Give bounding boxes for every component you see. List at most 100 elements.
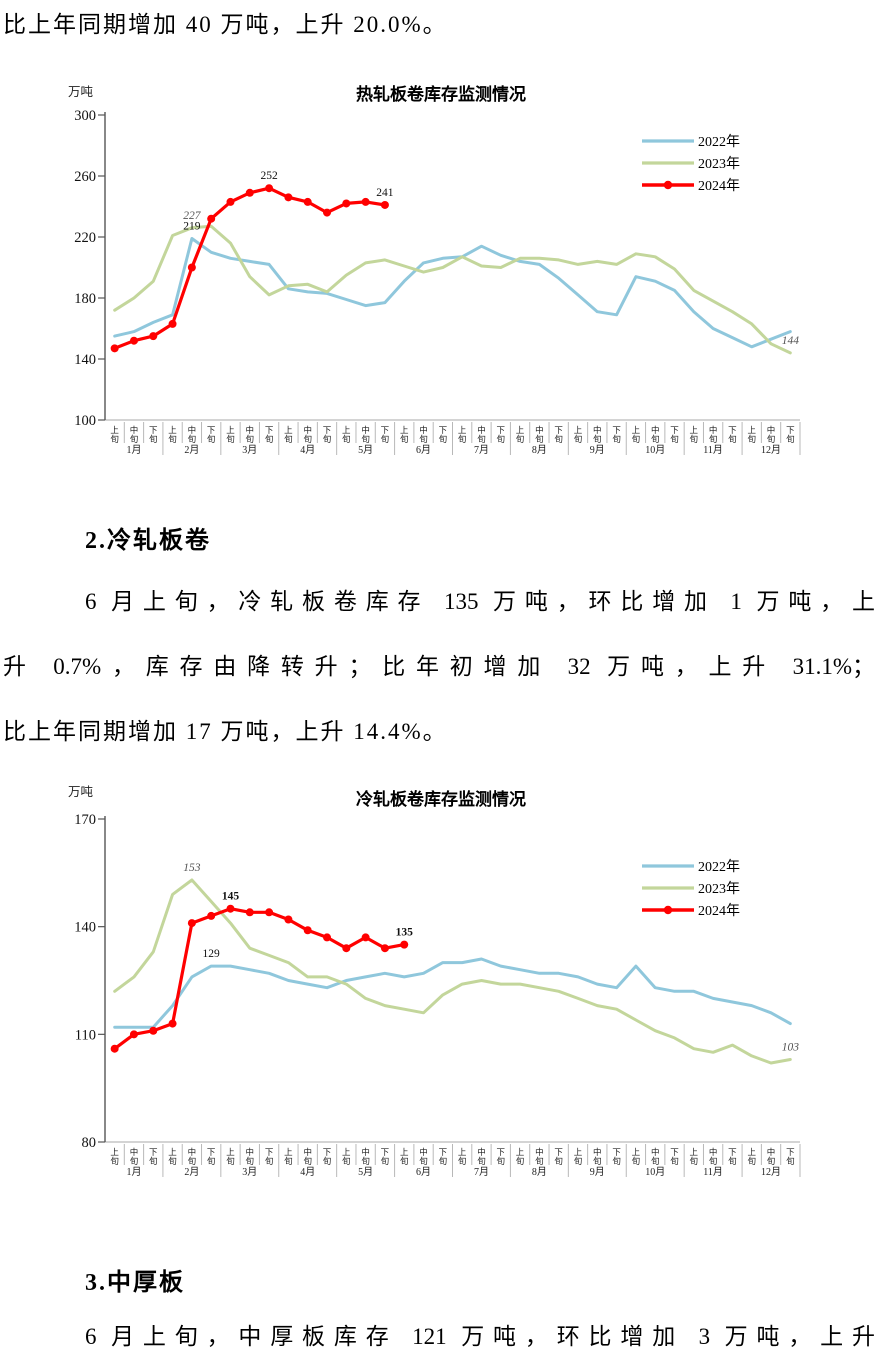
svg-text:11月: 11月 [703,1166,723,1178]
svg-text:旬: 旬 [342,1156,351,1166]
data-point-marker [149,332,158,341]
svg-text:旬: 旬 [303,434,312,444]
svg-text:下: 下 [207,1147,216,1157]
svg-text:中: 中 [651,425,660,435]
svg-text:上: 上 [342,425,351,435]
hot-rolled-inventory-chart: 热轧板卷库存监测情况 万吨上旬中旬下旬上旬中旬下旬上旬中旬下旬上旬中旬下旬上旬中旬… [0,70,883,482]
svg-text:中: 中 [593,425,602,435]
x-axis-period-labels: 上旬中旬下旬上旬中旬下旬上旬中旬下旬上旬中旬下旬上旬中旬下旬上旬中旬下旬上旬中旬… [110,1147,795,1166]
svg-text:旬: 旬 [207,1156,216,1166]
svg-text:241: 241 [376,187,394,199]
svg-text:下: 下 [323,425,332,435]
data-point-marker [129,1030,138,1039]
data-point-marker [342,944,351,953]
svg-text:旬: 旬 [593,434,602,444]
data-point-marker [380,200,389,209]
svg-text:旬: 旬 [709,1156,718,1166]
svg-text:8月: 8月 [532,444,547,456]
svg-text:144: 144 [782,335,800,347]
svg-text:上: 上 [400,425,409,435]
cold-rolled-inventory-chart: 冷轧板卷库存监测情况 万吨上旬中旬下旬上旬中旬下旬上旬中旬下旬上旬中旬下旬上旬中旬… [0,772,883,1192]
svg-text:上: 上 [632,425,641,435]
data-point-marker [129,336,138,345]
svg-text:2月: 2月 [184,444,199,456]
section-3-paragraph-line-1: 6 月上旬，中厚板库存 121 万吨，环比增加 3 万吨，上升 [85,1324,875,1349]
svg-text:2月: 2月 [184,1166,199,1178]
y-axis-unit-label: 万吨 [68,785,94,799]
svg-text:旬: 旬 [439,1156,448,1166]
legend-label: 2024年 [698,903,740,919]
svg-text:7月: 7月 [474,1166,489,1178]
svg-text:旬: 旬 [400,1156,409,1166]
svg-text:旬: 旬 [419,434,428,444]
svg-text:中: 中 [188,425,197,435]
svg-text:中: 中 [303,425,312,435]
svg-text:旬: 旬 [554,1156,563,1166]
svg-text:旬: 旬 [497,434,506,444]
svg-text:下: 下 [439,1147,448,1157]
svg-text:旬: 旬 [361,1156,370,1166]
svg-text:中: 中 [246,425,255,435]
data-point-marker [380,944,389,953]
data-point-labels: 153 129 145 135 103 [183,862,799,1053]
intro-paragraph-line: 比上年同期增加 40 万吨，上升 20.0%。 [3,12,448,37]
svg-text:6月: 6月 [416,444,431,456]
svg-text:110: 110 [75,1027,96,1043]
svg-text:上: 上 [458,1147,467,1157]
svg-text:下: 下 [265,425,274,435]
svg-text:下: 下 [381,425,390,435]
svg-text:4月: 4月 [300,1166,315,1178]
svg-text:上: 上 [632,1147,641,1157]
data-point-marker [226,904,235,913]
svg-text:中: 中 [535,425,544,435]
svg-text:旬: 旬 [168,1156,177,1166]
svg-text:上: 上 [516,425,525,435]
svg-text:下: 下 [612,425,621,435]
data-point-marker [226,197,235,206]
section-3-heading: 3.中厚板 [85,1270,185,1296]
svg-text:旬: 旬 [477,434,486,444]
svg-text:旬: 旬 [110,434,119,444]
data-point-marker [361,197,370,206]
svg-text:12月: 12月 [761,1166,781,1178]
svg-text:旬: 旬 [419,1156,428,1166]
svg-text:11月: 11月 [703,444,723,456]
section-2-paragraph-line-3: 比上年同期增加 17 万吨，上升 14.4%。 [3,719,448,744]
svg-text:旬: 旬 [342,434,351,444]
data-point-marker [168,319,177,328]
series-2022年-line [113,237,792,349]
svg-text:260: 260 [74,169,96,185]
svg-text:中: 中 [709,425,718,435]
data-point-marker [168,1019,177,1028]
svg-text:中: 中 [246,1147,255,1157]
svg-text:旬: 旬 [651,434,660,444]
svg-text:旬: 旬 [632,1156,641,1166]
data-point-marker [361,933,370,942]
data-point-marker [323,208,332,217]
svg-text:旬: 旬 [747,434,756,444]
svg-text:旬: 旬 [226,434,235,444]
svg-text:旬: 旬 [149,1156,158,1166]
data-point-marker [110,1044,119,1053]
svg-text:下: 下 [728,1147,737,1157]
x-axis-month-labels: 1月 2月 3月 4月 5月 6月 7月 8月 9月 10月 11月 12月 [126,444,781,456]
legend-label: 2023年 [698,881,740,897]
svg-text:旬: 旬 [728,434,737,444]
data-point-marker [187,263,196,272]
x-axis-period-labels: 上旬中旬下旬上旬中旬下旬上旬中旬下旬上旬中旬下旬上旬中旬下旬上旬中旬下旬上旬中旬… [110,425,795,444]
svg-text:旬: 旬 [554,434,563,444]
svg-text:旬: 旬 [188,434,197,444]
svg-text:上: 上 [516,1147,525,1157]
svg-text:中: 中 [130,1147,139,1157]
svg-text:上: 上 [400,1147,409,1157]
svg-text:旬: 旬 [110,1156,119,1166]
svg-text:6月: 6月 [416,1166,431,1178]
svg-text:下: 下 [323,1147,332,1157]
data-point-marker [207,214,216,223]
data-point-marker [342,199,351,208]
svg-text:旬: 旬 [516,434,525,444]
svg-text:135: 135 [396,927,414,939]
svg-text:旬: 旬 [130,434,139,444]
svg-text:旬: 旬 [747,1156,756,1166]
